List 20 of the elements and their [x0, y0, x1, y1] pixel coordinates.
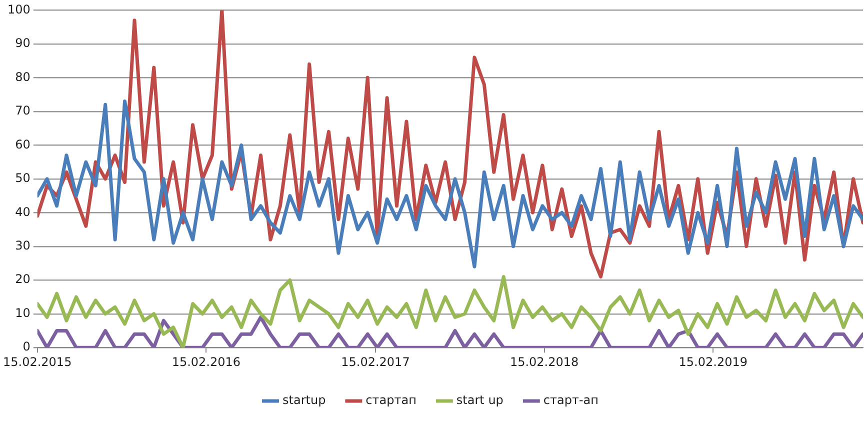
y-tick-label: 20: [15, 272, 30, 286]
x-tick-label: 15.02.2019: [678, 354, 748, 369]
x-tick-label: 15.02.2015: [2, 354, 72, 369]
legend-label: стартап: [366, 393, 416, 408]
x-tick-label: 15.02.2016: [172, 354, 241, 369]
y-tick-label: 80: [15, 70, 30, 84]
y-tick-label: 90: [15, 36, 30, 50]
x-tick-label: 15.02.2017: [341, 354, 410, 369]
y-tick-label: 50: [15, 171, 30, 186]
y-tick-label: 70: [15, 104, 30, 118]
legend-label: startup: [282, 393, 326, 408]
legend-label: старт-ап: [543, 393, 598, 408]
y-tick-label: 40: [15, 204, 30, 219]
legend-label: start up: [456, 393, 504, 408]
y-tick-label: 0: [22, 340, 30, 354]
y-tick-label: 30: [15, 238, 30, 253]
y-tick-label: 10: [15, 306, 30, 320]
y-tick-label: 60: [15, 137, 30, 152]
x-tick-label: 15.02.2018: [510, 354, 579, 369]
y-tick-label: 100: [7, 2, 30, 16]
